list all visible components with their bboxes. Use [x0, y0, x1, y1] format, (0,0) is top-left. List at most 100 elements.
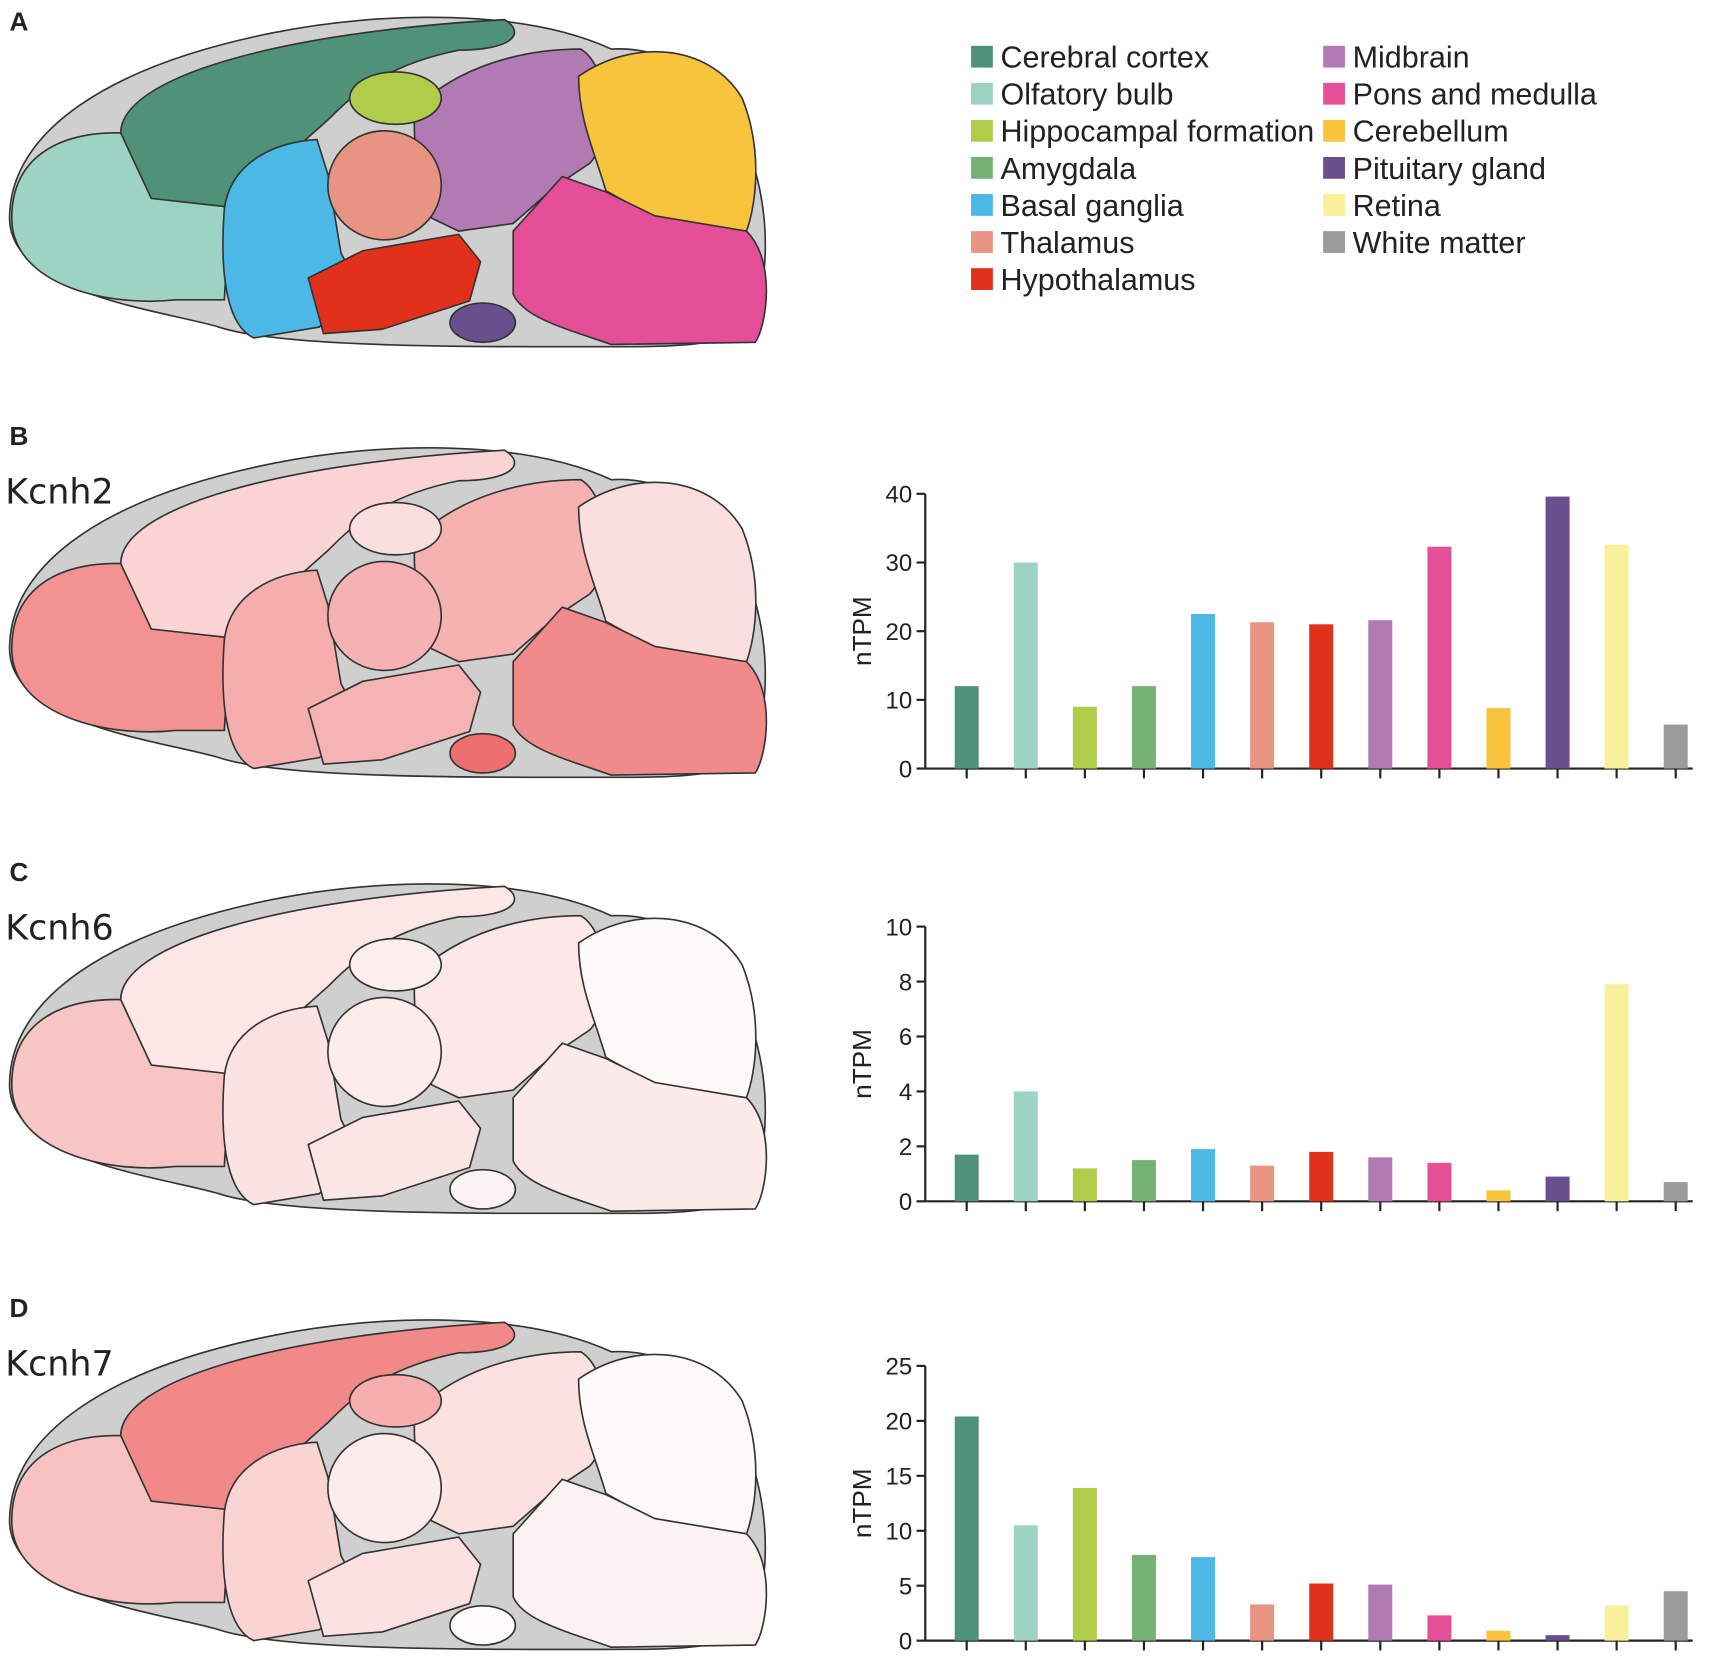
- brain-region: [348, 937, 443, 992]
- legend-swatch: [1323, 119, 1345, 142]
- bar: [1604, 1605, 1629, 1641]
- bar: [1486, 1190, 1511, 1202]
- bar: [1368, 1157, 1393, 1202]
- y-tick-label: 15: [886, 1464, 913, 1491]
- brain-region: [449, 1168, 517, 1210]
- y-tick-label: 10: [886, 914, 913, 941]
- bar: [1013, 1091, 1038, 1202]
- legend-swatch: [971, 231, 993, 253]
- y-tick-label: 6: [899, 1024, 912, 1051]
- y-axis-label: nTPM: [847, 596, 877, 666]
- bar: [1250, 622, 1275, 769]
- legend-label: Midbrain: [1353, 41, 1470, 75]
- legend-swatch: [971, 268, 993, 290]
- brain-diagram: [8, 16, 768, 348]
- bar: [1131, 686, 1156, 769]
- legend-label: Amygdala: [1000, 152, 1136, 186]
- bar: [1309, 624, 1334, 769]
- legend-label: Retina: [1353, 189, 1441, 223]
- legend-label: Cerebral cortex: [1000, 41, 1209, 75]
- legend-label: Thalamus: [1000, 226, 1134, 260]
- bar: [1131, 1554, 1156, 1641]
- bar: [1486, 708, 1511, 769]
- brain-region: [512, 175, 768, 346]
- bar: [1663, 1591, 1688, 1641]
- gene-title: Kcnh7: [5, 1345, 113, 1385]
- bar: [1604, 984, 1629, 1202]
- legend-label: Hypothalamus: [1000, 263, 1195, 297]
- y-tick-label: 0: [899, 1628, 912, 1655]
- bar: [1545, 1635, 1570, 1641]
- brain-region: [348, 1373, 443, 1428]
- bar: [1427, 1615, 1452, 1641]
- y-tick-label: 2: [899, 1134, 912, 1161]
- bar: [1072, 706, 1097, 769]
- brain-region: [577, 1353, 757, 1535]
- bar: [1250, 1165, 1275, 1202]
- bar: [954, 1416, 979, 1641]
- brain-region: [348, 501, 443, 556]
- bar: [1013, 562, 1038, 769]
- bar: [954, 686, 979, 769]
- brain-region: [577, 917, 757, 1099]
- legend-swatch: [971, 156, 993, 179]
- brain-region: [449, 1604, 517, 1646]
- legend-swatch: [971, 45, 993, 68]
- y-tick-label: 0: [899, 756, 912, 783]
- bar: [1427, 1162, 1452, 1202]
- legend-swatch: [1323, 231, 1345, 253]
- bar: [1013, 1525, 1038, 1641]
- brain-region: [307, 1100, 482, 1202]
- bar: [1191, 1149, 1216, 1202]
- brain-region: [10, 1434, 231, 1605]
- bar: [1486, 1630, 1511, 1641]
- y-tick-label: 20: [886, 619, 913, 646]
- legend-swatch: [1323, 194, 1345, 216]
- brain-region: [327, 996, 443, 1108]
- y-tick-label: 25: [886, 1354, 913, 1381]
- bar: [1250, 1604, 1275, 1641]
- legend-swatch: [971, 119, 993, 142]
- brain-region: [327, 1432, 443, 1544]
- brain-diagram: [8, 883, 768, 1215]
- y-tick-label: 40: [886, 482, 913, 509]
- legend-swatch: [1323, 45, 1345, 68]
- legend-swatch: [1323, 82, 1345, 105]
- bar: [1545, 496, 1570, 769]
- panel-label: B: [10, 421, 29, 451]
- brain-region: [10, 132, 231, 303]
- brain-region: [10, 562, 231, 733]
- brain-region: [307, 1536, 482, 1638]
- brain-region: [512, 606, 768, 776]
- y-tick-label: 0: [899, 1189, 912, 1216]
- legend-label: Olfatory bulb: [1000, 78, 1173, 112]
- brain-region: [10, 998, 231, 1169]
- brain-region: [327, 560, 443, 672]
- brain-diagram: [8, 447, 768, 779]
- bar: [1131, 1160, 1156, 1202]
- brain-region: [449, 732, 517, 774]
- legend-label: Pons and medulla: [1353, 78, 1597, 112]
- bar: [1072, 1168, 1097, 1202]
- legend-label: Cerebellum: [1353, 115, 1509, 149]
- y-tick-label: 5: [899, 1573, 912, 1600]
- brain-region: [512, 1478, 768, 1649]
- brain-region: [512, 1042, 768, 1212]
- brain-region: [327, 129, 443, 241]
- y-tick-label: 30: [886, 550, 913, 577]
- brain-diagram: [8, 1319, 768, 1651]
- y-tick-label: 8: [899, 969, 912, 996]
- legend-swatch: [1323, 156, 1345, 179]
- brain-region: [307, 233, 482, 335]
- legend-swatch: [971, 82, 993, 105]
- legend-label: Pituitary gland: [1353, 152, 1546, 186]
- bar: [1309, 1583, 1334, 1641]
- legend-label: Hippocampal formation: [1000, 115, 1314, 149]
- bar: [1663, 724, 1688, 769]
- y-tick-label: 10: [886, 688, 913, 715]
- brain-region: [577, 50, 757, 233]
- gene-title: Kcnh6: [5, 909, 113, 949]
- panel-label: D: [10, 1293, 29, 1323]
